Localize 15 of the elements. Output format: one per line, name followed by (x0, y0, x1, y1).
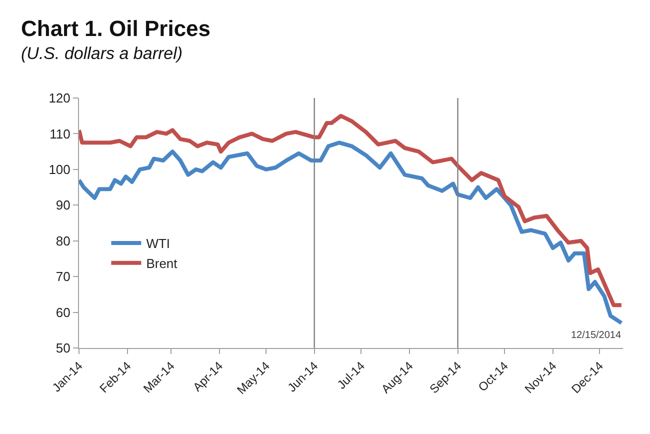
annotation: 12/15/2014 (571, 330, 622, 341)
y-tick-label: 90 (56, 198, 70, 213)
chart-subtitle: (U.S. dollars a barrel) (21, 44, 183, 63)
y-tick-label: 110 (50, 126, 70, 142)
y-tick-label: 100 (48, 162, 70, 177)
y-tick-label: 70 (56, 269, 70, 284)
line-series (79, 140, 623, 325)
y-tick-label: 120 (48, 90, 70, 106)
y-tick-label: 50 (56, 340, 70, 356)
y-tick-label: 60 (56, 304, 70, 320)
legend-label: Brent (146, 256, 178, 271)
line-series (79, 114, 623, 308)
legend-label: WTI (146, 236, 170, 252)
chart-title: Chart 1. Oil Prices (21, 16, 211, 41)
y-tick-label: 80 (56, 233, 70, 248)
